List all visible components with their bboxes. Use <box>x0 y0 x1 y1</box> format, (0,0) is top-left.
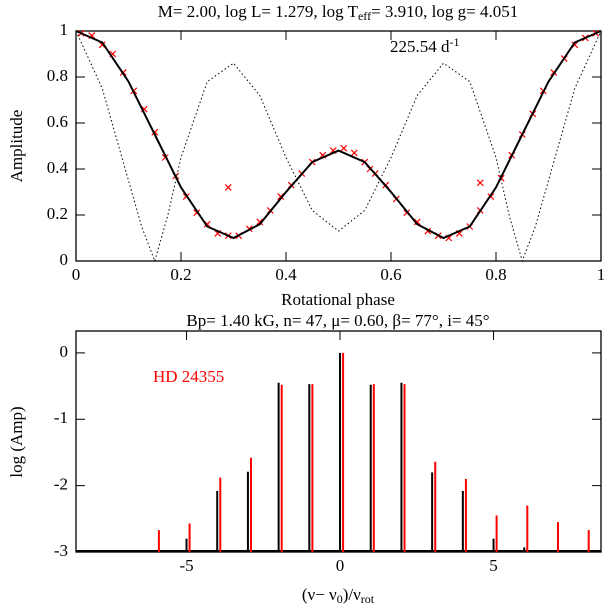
xlabel-part: (ν− ν <box>302 585 337 604</box>
title-sub: eff <box>358 9 371 23</box>
data-point <box>256 218 264 226</box>
y-tick-label: -1 <box>54 408 68 427</box>
x-axis-label: (ν− ν0)/νrot <box>302 585 375 606</box>
xlabel-part: )/ν <box>343 585 361 604</box>
dotted-line <box>75 30 602 263</box>
plot-frame <box>75 330 602 553</box>
x-tick-label: 0 <box>336 556 345 575</box>
annotation-sup: -1 <box>450 35 460 49</box>
y-tick-label: 0.2 <box>47 204 68 223</box>
data-point <box>476 179 484 187</box>
x-tick-label: 0 <box>72 265 81 284</box>
bottom-title: Bp= 1.40 kG, n= 47, μ= 0.60, β= 77°, i= … <box>186 311 489 330</box>
x-tick-label: 5 <box>489 556 498 575</box>
top-title: M= 2.00, log L= 1.279, log Teff= 3.910, … <box>158 2 518 23</box>
data-point <box>224 183 232 191</box>
y-tick-label: 0 <box>60 342 69 361</box>
x-tick-label: -5 <box>179 556 193 575</box>
xlabel-sub: 0 <box>337 592 343 606</box>
annotation: 225.54 d-1 <box>390 35 460 56</box>
y-tick-label: 0.8 <box>47 66 68 85</box>
y-tick-label: -3 <box>54 541 68 560</box>
x-tick-label: 0.2 <box>170 265 191 284</box>
y-tick-label: -2 <box>54 475 68 494</box>
data-point <box>413 218 421 226</box>
title-part: = 3.910, log g= 4.051 <box>371 2 518 21</box>
x-tick-label: 0.6 <box>380 265 401 284</box>
x-axis-label: Rotational phase <box>281 290 395 309</box>
title-part: M= 2.00, log L= 1.279, log T <box>158 2 359 21</box>
solid-line <box>75 30 602 240</box>
y-axis-label: Amplitude <box>7 110 26 183</box>
x-tick-label: 0.4 <box>275 265 297 284</box>
y-tick-label: 0.6 <box>47 112 68 131</box>
annotation-part: 225.54 d <box>390 37 450 56</box>
y-axis-label: log (Amp) <box>7 406 26 477</box>
data-point <box>340 144 348 152</box>
annotation: HD 24355 <box>153 367 224 386</box>
xlabel-sub: rot <box>361 592 375 606</box>
x-tick-label: 1 <box>597 265 605 284</box>
y-tick-label: 0.4 <box>47 158 69 177</box>
x-tick-label: 0.8 <box>485 265 506 284</box>
y-tick-label: 1 <box>60 20 69 39</box>
y-tick-label: 0 <box>60 250 69 269</box>
data-point <box>350 149 358 157</box>
plot-frame <box>75 30 602 262</box>
